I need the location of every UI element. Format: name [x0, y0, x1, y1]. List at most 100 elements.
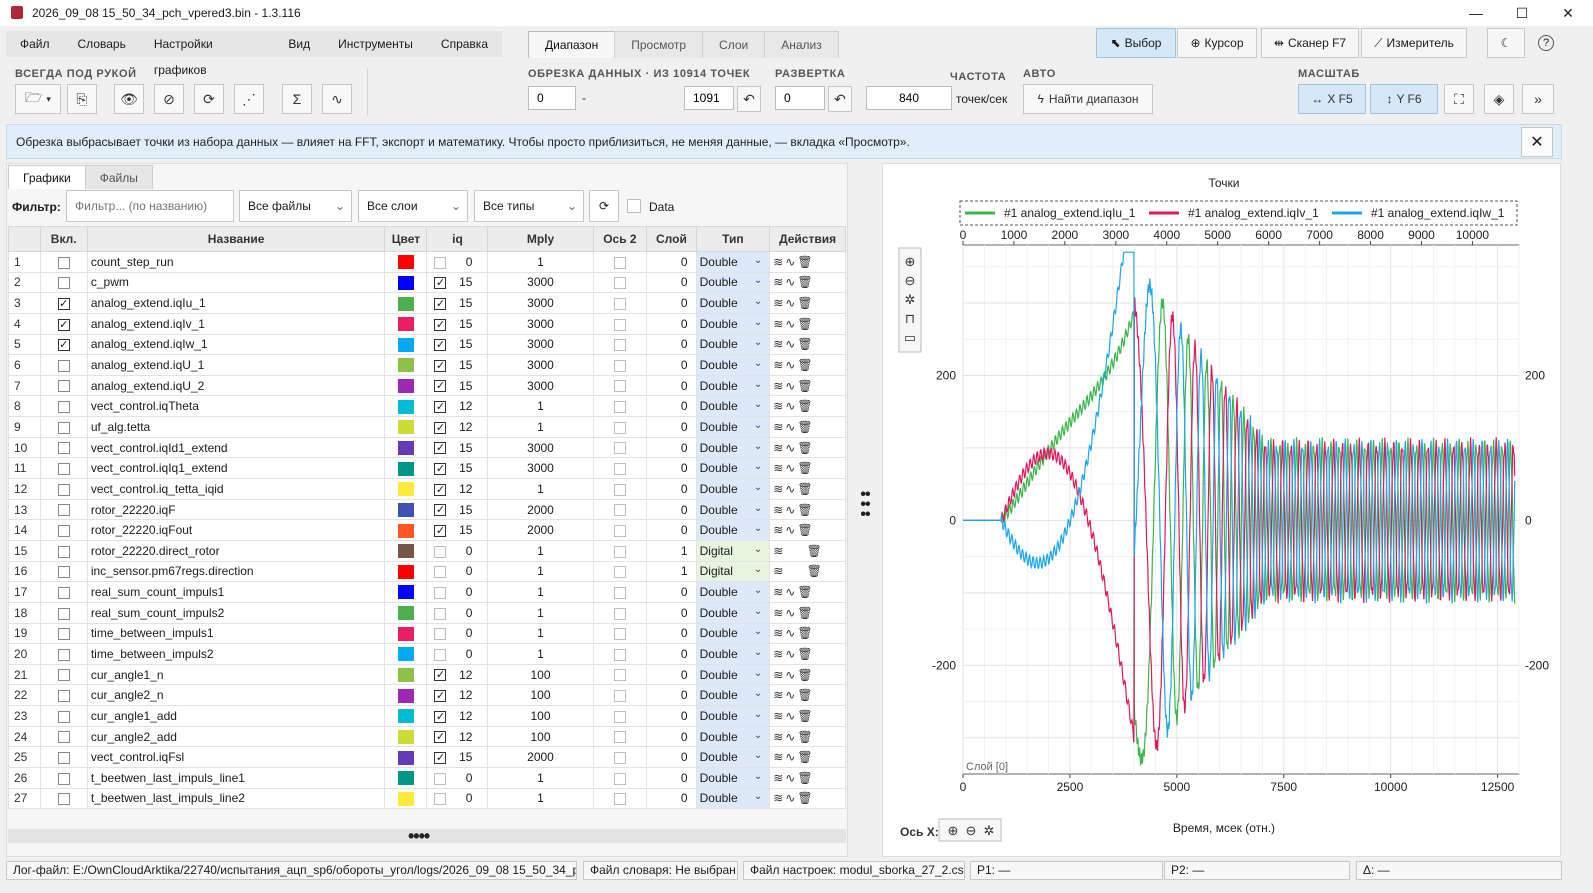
- horizontal-splitter-handle[interactable]: ••••: [408, 826, 430, 846]
- trash-icon[interactable]: 🗑: [797, 750, 815, 765]
- mode-meter-button[interactable]: ⟋ Измеритель: [1361, 28, 1467, 58]
- enabled-checkbox[interactable]: [57, 752, 70, 765]
- enabled-cell[interactable]: [39, 519, 88, 541]
- iq-checkbox[interactable]: ✓: [434, 297, 447, 310]
- color-swatch[interactable]: [397, 502, 414, 517]
- mply-cell[interactable]: 3000: [487, 292, 594, 314]
- enabled-cell[interactable]: ✓: [39, 292, 88, 314]
- type-select[interactable]: Double ⌄: [695, 519, 771, 541]
- layer-cell[interactable]: 0: [646, 354, 697, 376]
- type-select[interactable]: Double ⌄: [695, 684, 771, 707]
- layer-cell[interactable]: 1: [646, 539, 697, 562]
- name-cell[interactable]: vect_control.iq_tetta_iqid: [86, 478, 386, 500]
- color-cell[interactable]: [384, 746, 428, 769]
- trash-icon[interactable]: 🗑: [797, 585, 815, 600]
- iq-cell[interactable]: ✓ 15: [426, 271, 489, 294]
- layers-icon[interactable]: ≋: [773, 440, 786, 455]
- color-swatch[interactable]: [397, 688, 414, 703]
- enabled-cell[interactable]: [39, 663, 88, 686]
- axis2-checkbox[interactable]: [613, 648, 626, 661]
- enabled-cell[interactable]: [39, 374, 88, 397]
- mply-cell[interactable]: 3000: [487, 457, 594, 480]
- color-swatch[interactable]: [397, 729, 414, 744]
- iq-checkbox[interactable]: [434, 545, 447, 558]
- enabled-cell[interactable]: [39, 581, 88, 603]
- axis2-checkbox[interactable]: [613, 690, 626, 703]
- data-checkbox[interactable]: [627, 199, 641, 213]
- color-swatch[interactable]: [397, 668, 414, 683]
- theme-toggle-button[interactable]: ☾: [1487, 28, 1525, 58]
- sweep-reset-button[interactable]: ↶: [828, 86, 852, 112]
- waveform-icon[interactable]: ∿: [785, 296, 798, 311]
- color-cell[interactable]: [384, 436, 428, 459]
- iq-checkbox[interactable]: ✓: [434, 339, 447, 352]
- menu-view[interactable]: Вид: [288, 37, 311, 51]
- enabled-cell[interactable]: [39, 354, 88, 376]
- color-swatch[interactable]: [397, 337, 414, 352]
- iq-checkbox[interactable]: ✓: [434, 277, 447, 290]
- layers-icon[interactable]: ≋: [773, 626, 786, 641]
- axis2-cell[interactable]: [592, 560, 648, 583]
- enabled-checkbox[interactable]: [57, 545, 70, 558]
- name-cell[interactable]: real_sum_count_impuls2: [86, 601, 386, 624]
- axis2-checkbox[interactable]: [613, 607, 626, 620]
- name-cell[interactable]: vect_control.iqTheta: [86, 395, 386, 418]
- color-swatch[interactable]: [397, 750, 414, 765]
- enabled-checkbox[interactable]: [57, 586, 70, 599]
- trash-icon[interactable]: 🗑: [797, 254, 815, 269]
- enabled-checkbox[interactable]: [57, 607, 70, 620]
- mply-cell[interactable]: 3000: [487, 374, 594, 397]
- iq-cell[interactable]: ✓ 12: [426, 663, 489, 686]
- type-select[interactable]: Double ⌄: [695, 457, 771, 480]
- iq-checkbox[interactable]: ✓: [434, 442, 447, 455]
- layer-cell[interactable]: 0: [646, 787, 697, 810]
- color-swatch[interactable]: [397, 461, 414, 476]
- layers-icon[interactable]: ≋: [773, 461, 786, 476]
- color-cell[interactable]: [384, 519, 428, 541]
- layers-icon[interactable]: ≋: [773, 729, 786, 744]
- iq-cell[interactable]: 0: [426, 251, 489, 273]
- color-cell[interactable]: [384, 457, 428, 480]
- color-cell[interactable]: [384, 333, 428, 356]
- table-row[interactable]: 1 count_step_run 0 1 0 Double ⌄ ≋∿🗑: [8, 251, 846, 273]
- mply-cell[interactable]: 2000: [487, 746, 594, 769]
- layers-icon[interactable]: ≋: [773, 481, 786, 496]
- axis2-cell[interactable]: [592, 292, 648, 314]
- axis2-cell[interactable]: [592, 457, 648, 480]
- waveform-icon[interactable]: ∿: [785, 254, 798, 269]
- layer-cell[interactable]: 0: [646, 333, 697, 356]
- iq-checkbox[interactable]: [434, 607, 447, 620]
- horizontal-scrollbar[interactable]: [8, 829, 846, 843]
- tab-range[interactable]: Диапазон: [528, 31, 616, 58]
- color-cell[interactable]: [384, 292, 428, 314]
- color-swatch[interactable]: [397, 709, 414, 724]
- waveform-icon[interactable]: ∿: [785, 646, 798, 661]
- axis2-checkbox[interactable]: [613, 380, 626, 393]
- waveform-icon[interactable]: ∿: [785, 688, 798, 703]
- color-cell[interactable]: [384, 767, 428, 789]
- iq-cell[interactable]: ✓ 15: [426, 746, 489, 769]
- trash-icon[interactable]: 🗑: [797, 481, 815, 496]
- table-row[interactable]: 22 cur_angle2_n ✓ 12 100 0 Double ⌄ ≋∿🗑: [8, 684, 846, 707]
- trash-icon[interactable]: 🗑: [797, 770, 815, 785]
- iq-checkbox[interactable]: ✓: [434, 731, 447, 744]
- scale-x-button[interactable]: ↔ X F5: [1298, 84, 1366, 114]
- layers-icon[interactable]: ≋: [773, 337, 786, 352]
- axis2-cell[interactable]: [592, 767, 648, 789]
- mply-cell[interactable]: 100: [487, 663, 594, 686]
- color-cell[interactable]: [384, 478, 428, 500]
- col-mply[interactable]: Mply: [487, 226, 594, 252]
- table-row[interactable]: 26 t_beetwen_last_impuls_line1 0 1 0 Double ⌄ ≋…: [8, 767, 846, 789]
- iq-cell[interactable]: ✓ 15: [426, 519, 489, 541]
- col-enabled[interactable]: Вкл.: [39, 226, 88, 252]
- type-select[interactable]: Double ⌄: [695, 333, 771, 356]
- layers-icon[interactable]: ≋: [773, 791, 786, 806]
- export-button[interactable]: ⎘: [67, 84, 97, 114]
- enabled-cell[interactable]: [39, 539, 88, 562]
- waveform-icon[interactable]: ∿: [785, 770, 798, 785]
- mply-cell[interactable]: 100: [487, 684, 594, 707]
- color-cell[interactable]: [384, 601, 428, 624]
- layer-cell[interactable]: 0: [646, 478, 697, 500]
- name-cell[interactable]: uf_alg.tetta: [86, 416, 386, 438]
- axis2-checkbox[interactable]: [613, 442, 626, 455]
